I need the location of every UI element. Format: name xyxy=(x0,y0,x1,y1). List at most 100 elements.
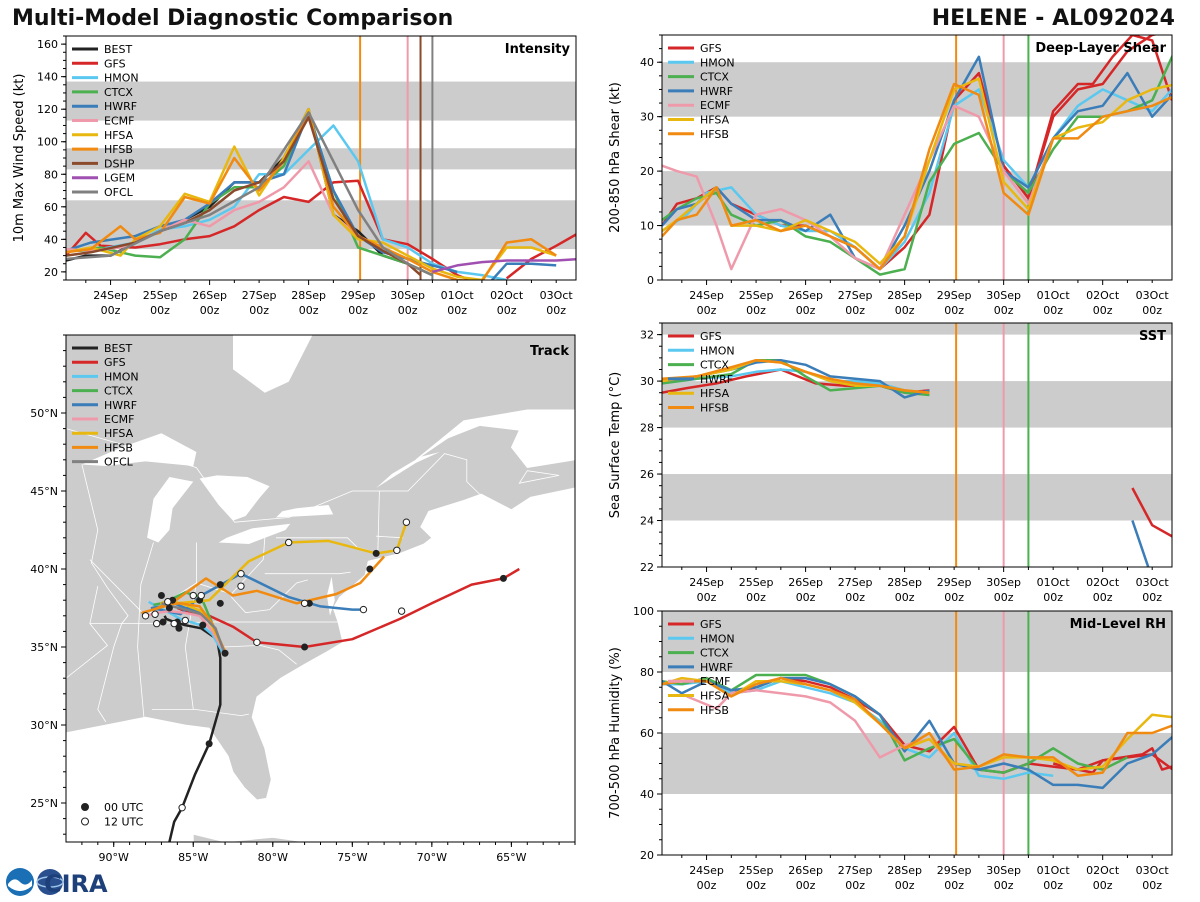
intensity-series-ctcx xyxy=(66,111,433,277)
sst-series-hfsb xyxy=(662,358,930,394)
border-mason-dixon xyxy=(264,571,351,575)
track-legend-label: HWRF xyxy=(104,399,137,412)
shear-legend-label: HFSB xyxy=(700,128,729,141)
intensity-xtick-label: 30Sep xyxy=(390,289,425,302)
sst-xtick-label: 30Sep xyxy=(986,576,1021,589)
border-mississippi-river xyxy=(81,464,129,723)
track-marker-12utc xyxy=(181,616,189,625)
track-marker-12utc xyxy=(284,538,293,547)
intensity-ytick-label: 120 xyxy=(37,103,58,116)
rh-xtick-label: 00z xyxy=(1093,879,1113,892)
intensity-legend-label: HFSB xyxy=(104,143,133,156)
track-marker-12utc xyxy=(393,546,401,554)
intensity-xtick-label: 00z xyxy=(150,304,170,317)
intensity-xtick-label: 00z xyxy=(447,304,467,317)
sst-ytick-label: 26 xyxy=(640,468,654,481)
sst-xtick-label: 26Sep xyxy=(788,576,823,589)
border-us-canada xyxy=(66,428,480,523)
intensity-ytick-label: 100 xyxy=(37,136,58,149)
intensity-xtick-label: 01Oct xyxy=(441,289,475,302)
intensity-xtick-label: 00z xyxy=(299,304,319,317)
intensity-xtick-label: 02Oct xyxy=(490,289,524,302)
intensity-xtick-label: 03Oct xyxy=(540,289,574,302)
track-lon-label: 80°W xyxy=(258,851,288,864)
track-marker-00utc xyxy=(175,624,183,632)
sst-legend-label: GFS xyxy=(700,330,722,343)
rh-xtick-label: 03Oct xyxy=(1136,864,1170,877)
track-marker-00utc xyxy=(159,618,167,626)
rh-xtick-label: 00z xyxy=(994,879,1014,892)
intensity-ytick-label: 20 xyxy=(44,266,58,279)
track-lat-label: 30°N xyxy=(30,719,58,732)
border-ma-ct xyxy=(376,535,404,539)
sst-xtick-label: 25Sep xyxy=(739,576,774,589)
border-ny-vt xyxy=(377,490,380,554)
track-marker-12utc xyxy=(189,591,197,600)
track-lon-label: 90°W xyxy=(99,851,129,864)
track-marker-00utc xyxy=(216,581,224,589)
sst-ytick-label: 22 xyxy=(640,561,654,574)
track-lat-label: 50°N xyxy=(30,407,58,420)
rh-plot: 20 40 60 80 100 24Sep 00z 25Sep 00z 26Sep 00z 27Sep… xyxy=(608,605,1173,892)
track-legend-label: OFCL xyxy=(104,456,134,469)
shear-series-ecmf xyxy=(662,104,1055,271)
sst-ytick-label: 30 xyxy=(640,375,654,388)
track-lon-label: 65°W xyxy=(496,851,526,864)
shear-legend-label: HMON xyxy=(700,56,735,69)
rh-xtick-label: 30Sep xyxy=(986,864,1021,877)
sst-band xyxy=(662,381,1172,428)
shear-xtick-label: 25Sep xyxy=(739,289,774,302)
rh-series-hfsb xyxy=(662,676,1172,777)
sst-xtick-label: 00z xyxy=(796,591,816,604)
shear-xtick-label: 00z xyxy=(845,304,865,317)
shear-xtick-label: 29Sep xyxy=(937,289,972,302)
intensity-xtick-label: 00z xyxy=(249,304,269,317)
sst-ytick-label: 28 xyxy=(640,422,654,435)
intensity-legend-label: CTCX xyxy=(104,86,133,99)
shear-xtick-label: 27Sep xyxy=(838,289,873,302)
rh-series-gfs xyxy=(1052,747,1172,774)
sst-xtick-label: 00z xyxy=(1093,591,1113,604)
sst-legend-label: HFSB xyxy=(700,402,729,415)
shear-band xyxy=(662,62,1172,117)
sst-legend-label: HMON xyxy=(700,344,735,357)
shear-xtick-label: 26Sep xyxy=(788,289,823,302)
rh-xtick-label: 28Sep xyxy=(887,864,922,877)
sst-title: SST xyxy=(1139,329,1166,344)
track-marker-12utc xyxy=(141,612,150,620)
track-marker-00utc xyxy=(199,621,207,629)
shear-chart: 0 10 20 30 40 24Sep 00z 25Sep 00z 26Sep 00z 27Sep 00… xyxy=(608,34,1173,317)
shear-ylabel: 200-850 hPa Shear (kt) xyxy=(608,82,623,233)
shear-series-group xyxy=(662,35,1172,276)
intensity-xtick-label: 24Sep xyxy=(93,289,128,302)
intensity-series-group xyxy=(66,107,576,280)
page-title: Multi-Model Diagnostic Comparison xyxy=(12,6,454,31)
rh-chart: 20 40 60 80 100 24Sep 00z 25Sep 00z 26Sep 00z 27Sep… xyxy=(608,605,1173,892)
logo-text: CIRA xyxy=(44,870,108,898)
intensity-xtick-label: 28Sep xyxy=(291,289,326,302)
shear-ytick-label: 40 xyxy=(640,56,654,69)
intensity-series-hfsa xyxy=(66,107,557,280)
sst-xtick-label: 01Oct xyxy=(1037,576,1071,589)
sst-ytick-label: 24 xyxy=(640,515,654,528)
track-series-hfsa xyxy=(160,521,408,653)
intensity-plot: 20 40 60 80 100 120 140 160 24Sep 00z 25Sep 00z 26Se… xyxy=(12,35,577,317)
track-legend-label: GFS xyxy=(104,356,126,369)
track-marker-12utc xyxy=(402,518,411,526)
sst-chart: 22 24 26 28 30 32 24Sep 00z 25Sep 00z 26Sep 00z 27Se… xyxy=(608,322,1173,604)
track-lat-label: 40°N xyxy=(30,563,58,576)
shear-xtick-label: 00z xyxy=(944,304,964,317)
track-marker-12utc xyxy=(178,803,186,812)
intensity-legend-label: OFCL xyxy=(104,186,134,199)
rh-legend-label: HWRF xyxy=(700,661,733,674)
shear-xtick-label: 00z xyxy=(895,304,915,317)
rh-ytick-label: 60 xyxy=(640,727,654,740)
intensity-ytick-label: 140 xyxy=(37,71,58,84)
shear-ytick-label: 10 xyxy=(640,220,654,233)
track-marker-00utc xyxy=(372,549,380,557)
intensity-xtick-label: 00z xyxy=(497,304,517,317)
shear-series-hfsb xyxy=(662,82,1172,271)
track-lat-label: 35°N xyxy=(30,641,58,654)
intensity-series-ofcl xyxy=(66,111,433,277)
sst-series-group xyxy=(662,358,1172,567)
